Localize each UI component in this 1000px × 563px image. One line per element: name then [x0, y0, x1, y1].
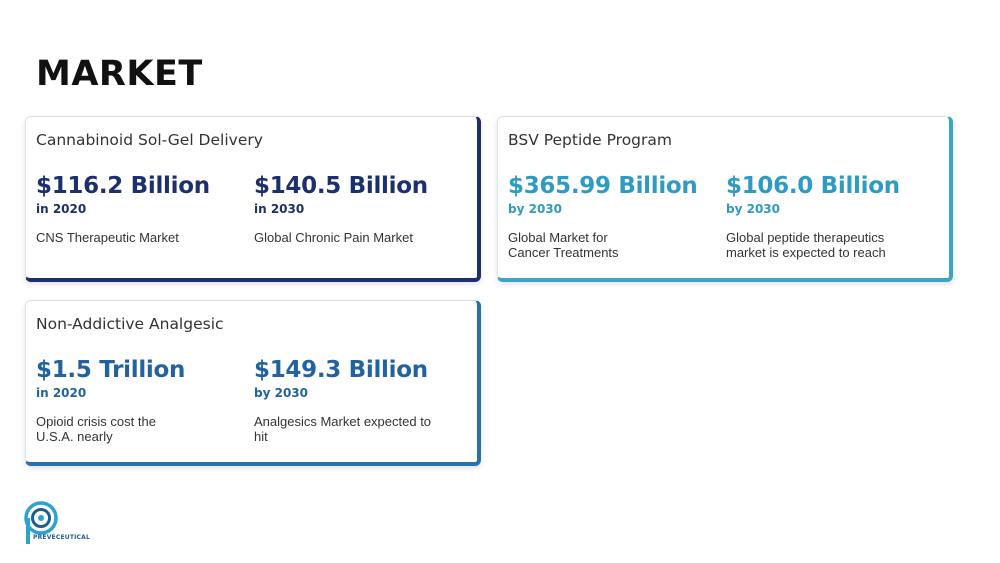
stat-block: $106.0 Billion by 2030 Global peptide th… [726, 171, 926, 260]
card-title: Cannabinoid Sol-Gel Delivery [36, 131, 263, 149]
logo-wordmark: PREVECEUTICAL [33, 534, 91, 541]
stat-period: in 2020 [36, 386, 87, 400]
stat-period: in 2020 [36, 202, 87, 216]
stat-value: $116.2 Billion [36, 173, 210, 199]
stat-period: by 2030 [254, 386, 308, 400]
preveceutical-logo-icon [24, 501, 58, 544]
stat-value: $1.5 Trillion [36, 357, 186, 383]
stat-description: Global Chronic Pain Market [254, 230, 413, 245]
stat-description: Global Market for Cancer Treatments [508, 230, 619, 260]
stat-value: $365.99 Billion [508, 173, 698, 199]
stat-value: $106.0 Billion [726, 173, 900, 199]
stat-period: by 2030 [508, 202, 562, 216]
stat-description: Opioid crisis cost the U.S.A. nearly [36, 414, 156, 444]
stat-block: $149.3 Billion by 2030 Analgesics Market… [254, 355, 454, 444]
card-title: BSV Peptide Program [508, 131, 672, 149]
page-title: MARKET [36, 54, 203, 94]
stat-description: Global peptide therapeutics market is ex… [726, 230, 886, 260]
stat-value: $149.3 Billion [254, 357, 428, 383]
stat-description: Analgesics Market expected to hit [254, 414, 432, 444]
card-non-addictive-analgesic: Non-Addictive Analgesic $1.5 Trillion in… [25, 300, 481, 466]
card-title: Non-Addictive Analgesic [36, 315, 224, 333]
stat-block: $116.2 Billion in 2020 CNS Therapeutic M… [36, 171, 236, 245]
stat-period: in 2030 [254, 202, 305, 216]
stat-block: $140.5 Billion in 2030 Global Chronic Pa… [254, 171, 454, 245]
stat-value: $140.5 Billion [254, 173, 428, 199]
stat-description: CNS Therapeutic Market [36, 230, 179, 245]
stat-block: $365.99 Billion by 2030 Global Market fo… [508, 171, 708, 260]
stat-period: by 2030 [726, 202, 780, 216]
card-bsv-peptide: BSV Peptide Program $365.99 Billion by 2… [497, 116, 953, 282]
stat-block: $1.5 Trillion in 2020 Opioid crisis cost… [36, 355, 236, 444]
card-cannabinoid-sol-gel: Cannabinoid Sol-Gel Delivery $116.2 Bill… [25, 116, 481, 282]
